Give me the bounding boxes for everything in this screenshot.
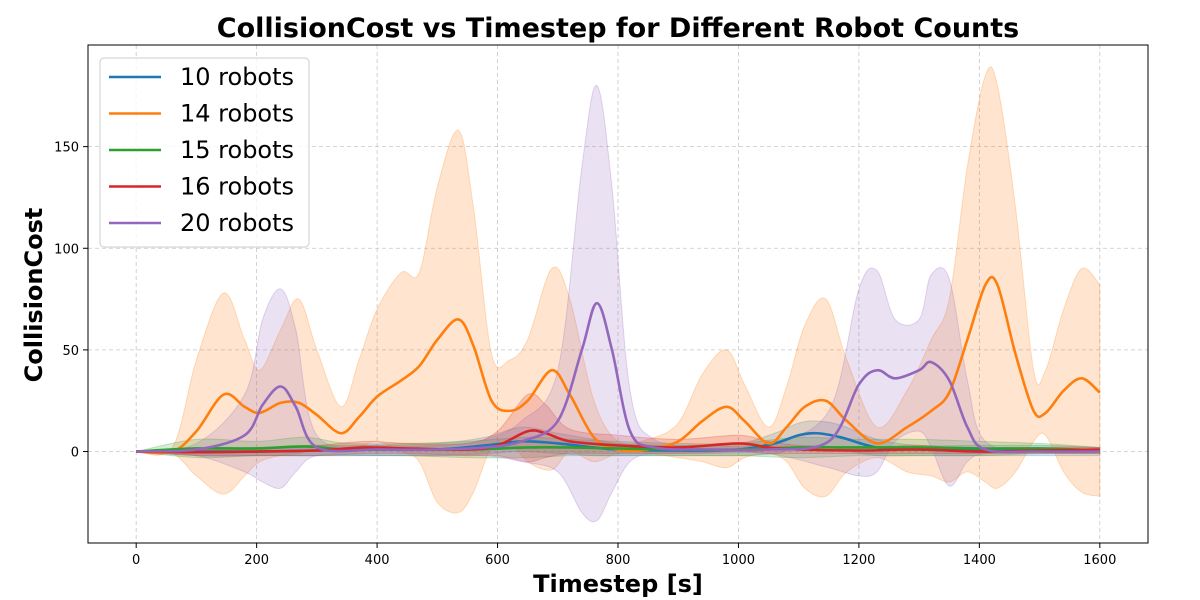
chart-title: CollisionCost vs Timestep for Different … [217, 13, 1020, 44]
x-tick-label: 1600 [1083, 553, 1116, 568]
x-tick-label: 800 [606, 553, 631, 568]
legend-label: 10 robots [180, 63, 294, 91]
band-series-1 [136, 66, 1101, 514]
y-tick-label: 50 [62, 344, 79, 359]
y-tick-label: 100 [54, 242, 79, 257]
y-tick-label: 150 [54, 141, 79, 156]
series-lines [136, 275, 1101, 455]
x-tick-label: 1400 [963, 553, 996, 568]
x-tick-label: 200 [244, 553, 269, 568]
line-series-4 [136, 301, 1100, 454]
x-tick-label: 400 [365, 553, 390, 568]
line-series-2 [136, 445, 1100, 453]
legend-label: 15 robots [180, 136, 294, 164]
axis-ticks: 0 200 400 600 800 1000 1200 1400 1600 0 50 100 150 [54, 141, 1116, 568]
x-tick-label: 1000 [722, 553, 755, 568]
legend-box [99, 57, 310, 248]
band-series-4 [136, 85, 1100, 523]
legend-label: 20 robots [180, 209, 294, 237]
legend: 10 robots 14 robots 15 robots 16 robots 20 r… [99, 57, 310, 248]
y-axis-label: CollisionCost [20, 208, 48, 383]
x-axis-label: Timestep [s] [533, 570, 703, 598]
legend-label: 16 robots [180, 173, 294, 201]
x-tick-label: 0 [132, 553, 140, 568]
y-tick-label: 0 [71, 446, 79, 461]
legend-label: 14 robots [180, 100, 294, 128]
x-tick-label: 1200 [842, 553, 875, 568]
line-series-3 [136, 429, 1100, 454]
x-tick-label: 600 [485, 553, 510, 568]
